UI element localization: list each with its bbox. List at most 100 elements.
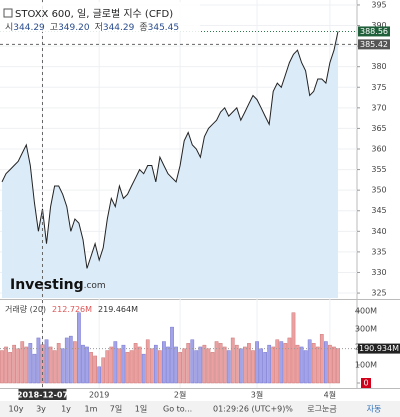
volume-bar (101, 357, 106, 384)
volume-bar (311, 343, 316, 384)
y-tick-label: 360 (371, 145, 386, 154)
volume-bar (299, 346, 304, 384)
volume-bar (36, 337, 41, 384)
ohlc-name: 저 (95, 22, 103, 33)
volume-bar (336, 348, 340, 384)
y-tick-label: 100M (355, 360, 377, 369)
volume-bar (77, 312, 81, 384)
volume-bar (48, 346, 53, 384)
volume-bar (186, 343, 191, 384)
volume-bar (145, 339, 150, 384)
volume-bar (182, 348, 187, 384)
title-bg (0, 2, 200, 32)
range-button[interactable]: 1y (61, 405, 71, 414)
volume-bar (81, 344, 85, 384)
volume-bar (238, 348, 243, 384)
chart-title: STOXX 600, 일, 글로벌 지수 (CFD) (15, 8, 173, 20)
volume-bar (141, 353, 146, 384)
range-button[interactable]: 7일 (110, 405, 122, 414)
volume-bar (56, 343, 61, 384)
volume-bar (307, 339, 312, 384)
range-button[interactable]: 3y (36, 405, 46, 414)
y-tick-label: 400M (355, 306, 377, 315)
volume-readout: 219.464M (98, 305, 138, 314)
collapse-icon (3, 8, 13, 18)
y-tick-label: 395 (371, 0, 386, 9)
volume-bar (210, 352, 215, 384)
price-line (1, 31, 339, 269)
volume-bar (93, 355, 97, 384)
x-tick-label: 2019 (89, 391, 109, 400)
y-tick-label: 370 (371, 103, 386, 112)
volume-bar (332, 346, 336, 384)
logo-main: Investing (10, 277, 84, 293)
volume-title: 거래량 (20) (5, 304, 46, 314)
volume-bar (105, 350, 110, 384)
volume-bar (275, 339, 280, 384)
y-tick-label: 300M (355, 324, 377, 333)
ohlc-value: 345.45 (148, 23, 180, 33)
logo-suffix: .com (84, 281, 106, 291)
volume-bar (214, 341, 219, 384)
range-button[interactable]: 10y (9, 405, 24, 414)
volume-bar (0, 350, 4, 384)
volume-bar (198, 346, 203, 384)
price-area (2, 31, 338, 299)
volume-bar (20, 341, 25, 384)
volume-bar (283, 343, 288, 384)
y-tick-label: 335 (371, 247, 386, 256)
volume-bar (12, 344, 17, 384)
volume-bar (64, 337, 69, 384)
volume-bar (243, 346, 247, 384)
current-volume-box (358, 343, 400, 354)
volume-bar (133, 343, 138, 384)
y-tick-label: 340 (371, 227, 386, 236)
volume-bar (24, 346, 29, 384)
volume-bar (113, 341, 118, 384)
volume-bar (247, 343, 251, 384)
y-tick-label: 350 (371, 186, 386, 195)
range-button[interactable]: 1m (85, 405, 98, 414)
ohlc-value: 344.29 (103, 23, 135, 33)
current-volume-label: 190.934M (359, 344, 399, 353)
y-tick-label: 0 (363, 379, 368, 388)
volume-bar (149, 348, 154, 384)
option-button[interactable]: 로그눈금 (307, 405, 336, 414)
ohlc-name: 고 (50, 23, 58, 33)
volume-bar (218, 343, 223, 384)
volume-bar (267, 344, 272, 384)
last-price-box (358, 26, 390, 37)
volume-bar (60, 348, 65, 384)
volume-bar (158, 350, 162, 384)
volume-bar (109, 346, 114, 384)
volume-bar (319, 334, 324, 384)
x-tick-label: 2월 (174, 390, 186, 400)
volume-bar (153, 344, 158, 384)
volume-bar (287, 337, 292, 384)
volume-bar (125, 352, 130, 384)
y-tick-label: 330 (371, 268, 386, 277)
option-button[interactable]: 자동 (367, 405, 382, 414)
y-tick-label: 390 (371, 21, 386, 30)
volume-bar (4, 346, 8, 384)
goto-button[interactable]: Go to... (163, 405, 192, 414)
x-tick-label: 4월 (324, 390, 336, 400)
volume-bar (32, 353, 37, 384)
toolbar (0, 401, 400, 417)
volume-bar (230, 337, 235, 384)
volume-bar (166, 346, 170, 384)
range-button[interactable]: 1일 (135, 405, 147, 414)
volume-bar (255, 341, 259, 384)
option-button[interactable]: % (285, 405, 293, 414)
volume-bar (137, 346, 142, 384)
volume-bar (315, 346, 320, 384)
ohlc-name: 종 (139, 22, 147, 33)
volume-bar (117, 348, 122, 384)
logo: Investing.com (10, 277, 106, 293)
volume-bar (16, 348, 21, 384)
volume-bar (323, 341, 328, 384)
y-tick-label: 375 (371, 83, 386, 92)
volume-bar (263, 352, 268, 384)
volume-bar (129, 350, 134, 384)
